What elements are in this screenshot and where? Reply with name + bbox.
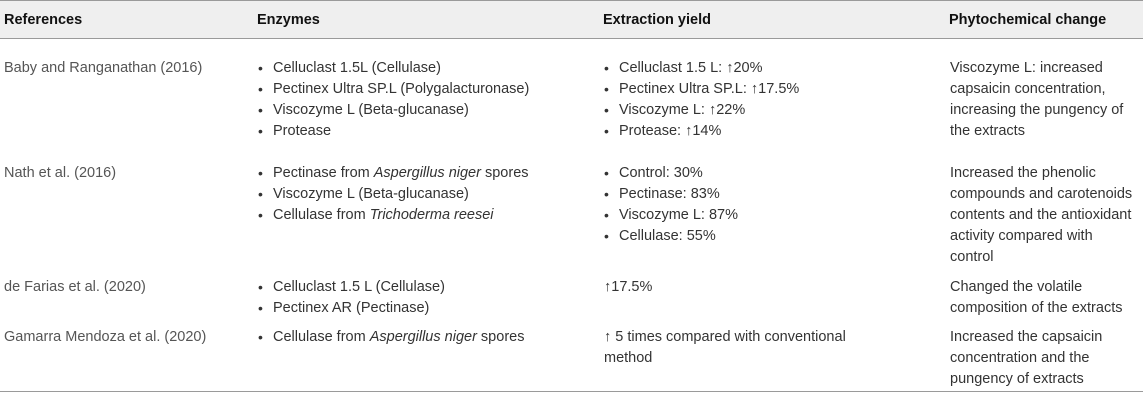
- bullet-icon: •: [258, 186, 263, 202]
- bullet-icon: •: [258, 60, 263, 76]
- table-header: References Enzymes Extraction yield Phyt…: [0, 0, 1143, 39]
- species-name: Trichoderma reesei: [369, 207, 494, 223]
- cell-phytochemical-change: Increased the capsaicin concentration an…: [950, 329, 1103, 387]
- enzyme-text: Pectinase from: [273, 165, 374, 181]
- yield-item: • Control: 30%: [604, 163, 948, 184]
- cell-extraction-yield: ↑17.5%: [603, 270, 949, 320]
- enzyme-item: • Cellulase from Aspergillus niger spores: [258, 327, 602, 348]
- bullet-icon: •: [258, 300, 263, 316]
- bullet-icon: •: [258, 279, 263, 295]
- bullet-icon: •: [604, 123, 609, 139]
- enzyme-text: Celluclast 1.5 L (Cellulase): [273, 279, 445, 295]
- bullet-icon: •: [258, 165, 263, 181]
- enzyme-item: • Viscozyme L (Beta-glucanase): [258, 184, 602, 205]
- enzyme-list: • Celluclast 1.5L (Cellulase) • Pectinex Ul…: [258, 58, 602, 142]
- yield-item: • Cellulase: 55%: [604, 226, 948, 247]
- yield-text: Control: 30%: [619, 165, 703, 181]
- header-references: References: [4, 11, 83, 28]
- header-row: References Enzymes Extraction yield Phyt…: [0, 0, 1143, 39]
- yield-item: • Pectinase: 83%: [604, 184, 948, 205]
- bullet-icon: •: [258, 329, 263, 345]
- bullet-icon: •: [604, 81, 609, 97]
- table-row: Gamarra Mendoza et al. (2020) • Cellulase …: [0, 320, 1143, 392]
- enzyme-text: Viscozyme L (Beta-glucanase): [273, 102, 469, 118]
- cell-enzymes: • Celluclast 1.5L (Cellulase) • Pectinex Ul…: [257, 39, 603, 157]
- yield-item: • Viscozyme L: 87%: [604, 205, 948, 226]
- enzyme-text: Pectinex Ultra SP.L (Polygalacturonase): [273, 81, 530, 97]
- enzyme-text: spores: [476, 329, 525, 345]
- cell-extraction-yield: • Celluclast 1.5 L: ↑20% • Pectinex Ultra S…: [603, 39, 949, 157]
- cell-phytochemical-change: Increased the phenolic compounds and car…: [950, 165, 1133, 265]
- enzyme-item: • Cellulase from Trichoderma reesei: [258, 205, 602, 226]
- cell-reference: Baby and Ranganathan (2016): [4, 60, 203, 76]
- yield-text: Protease: ↑14%: [619, 123, 722, 139]
- bullet-icon: •: [604, 207, 609, 223]
- species-name: Aspergillus niger: [369, 329, 477, 345]
- cell-reference: de Farias et al. (2020): [4, 279, 146, 295]
- bullet-icon: •: [604, 165, 609, 181]
- yield-text: ↑ 5 times compared with conventional met…: [604, 329, 846, 366]
- enzyme-list: • Pectinase from Aspergillus niger spores…: [258, 163, 602, 226]
- yield-text: Cellulase: 55%: [619, 228, 716, 244]
- table-row: de Farias et al. (2020) • Celluclast 1.5 L…: [0, 270, 1143, 320]
- yield-text: Pectinase: 83%: [619, 186, 720, 202]
- species-name: Aspergillus niger: [373, 165, 481, 181]
- enzyme-text: Pectinex AR (Pectinase): [273, 300, 430, 316]
- yield-text: Viscozyme L: ↑22%: [619, 102, 746, 118]
- enzyme-extraction-table: References Enzymes Extraction yield Phyt…: [0, 0, 1143, 392]
- bullet-icon: •: [258, 102, 263, 118]
- yield-list: • Control: 30% • Pectinase: 83% • Viscozyme L…: [604, 163, 948, 247]
- cell-reference: Nath et al. (2016): [4, 165, 117, 181]
- cell-extraction-yield: • Control: 30% • Pectinase: 83% • Viscozyme L…: [603, 156, 949, 270]
- enzyme-text: Viscozyme L (Beta-glucanase): [273, 186, 469, 202]
- bullet-icon: •: [258, 123, 263, 139]
- enzyme-text: Cellulase from: [273, 329, 370, 345]
- yield-item: • Pectinex Ultra SP.L: ↑17.5%: [604, 79, 948, 100]
- bullet-icon: •: [604, 60, 609, 76]
- table-body: Baby and Ranganathan (2016) • Celluclast 1…: [0, 39, 1143, 392]
- yield-item: • Protease: ↑14%: [604, 121, 948, 142]
- yield-text: ↑17.5%: [604, 279, 653, 295]
- enzyme-list: • Celluclast 1.5 L (Cellulase) • Pectinex A…: [258, 277, 602, 319]
- enzyme-list: • Cellulase from Aspergillus niger spores: [258, 327, 602, 348]
- bullet-icon: •: [604, 228, 609, 244]
- cell-phytochemical-change: Viscozyme L: increased capsaicin concent…: [950, 60, 1124, 139]
- enzyme-item: • Pectinex AR (Pectinase): [258, 298, 602, 319]
- table-row: Baby and Ranganathan (2016) • Celluclast 1…: [0, 39, 1143, 157]
- enzyme-text: spores: [480, 165, 529, 181]
- enzyme-text: Celluclast 1.5L (Cellulase): [273, 60, 441, 76]
- table-row: Nath et al. (2016) • Pectinase from Asperg…: [0, 156, 1143, 270]
- yield-text: Pectinex Ultra SP.L: ↑17.5%: [619, 81, 800, 97]
- yield-text: Viscozyme L: 87%: [619, 207, 739, 223]
- cell-reference: Gamarra Mendoza et al. (2020): [4, 329, 207, 345]
- header-enzymes: Enzymes: [257, 11, 320, 28]
- enzyme-item: • Pectinex Ultra SP.L (Polygalacturonase): [258, 79, 602, 100]
- enzyme-text: Protease: [273, 123, 332, 139]
- bullet-icon: •: [258, 207, 263, 223]
- enzyme-item: • Pectinase from Aspergillus niger spores: [258, 163, 602, 184]
- yield-item: • Celluclast 1.5 L: ↑20%: [604, 58, 948, 79]
- yield-text: Celluclast 1.5 L: ↑20%: [619, 60, 763, 76]
- enzyme-item: • Protease: [258, 121, 602, 142]
- header-extraction-yield: Extraction yield: [603, 11, 711, 28]
- enzyme-item: • Celluclast 1.5 L (Cellulase): [258, 277, 602, 298]
- bullet-icon: •: [258, 81, 263, 97]
- cell-phytochemical-change: Changed the volatile composition of the …: [950, 279, 1123, 316]
- enzyme-item: • Viscozyme L (Beta-glucanase): [258, 100, 602, 121]
- bullet-icon: •: [604, 186, 609, 202]
- enzyme-item: • Celluclast 1.5L (Cellulase): [258, 58, 602, 79]
- enzyme-text: Cellulase from: [273, 207, 370, 223]
- yield-list: • Celluclast 1.5 L: ↑20% • Pectinex Ultra S…: [604, 58, 948, 142]
- cell-enzymes: • Cellulase from Aspergillus niger spores: [257, 320, 603, 392]
- header-phytochemical-change: Phytochemical change: [949, 11, 1107, 28]
- bullet-icon: •: [604, 102, 609, 118]
- cell-enzymes: • Celluclast 1.5 L (Cellulase) • Pectinex A…: [257, 270, 603, 320]
- cell-extraction-yield: ↑ 5 times compared with conventional met…: [603, 320, 949, 392]
- yield-item: • Viscozyme L: ↑22%: [604, 100, 948, 121]
- cell-enzymes: • Pectinase from Aspergillus niger spores…: [257, 156, 603, 270]
